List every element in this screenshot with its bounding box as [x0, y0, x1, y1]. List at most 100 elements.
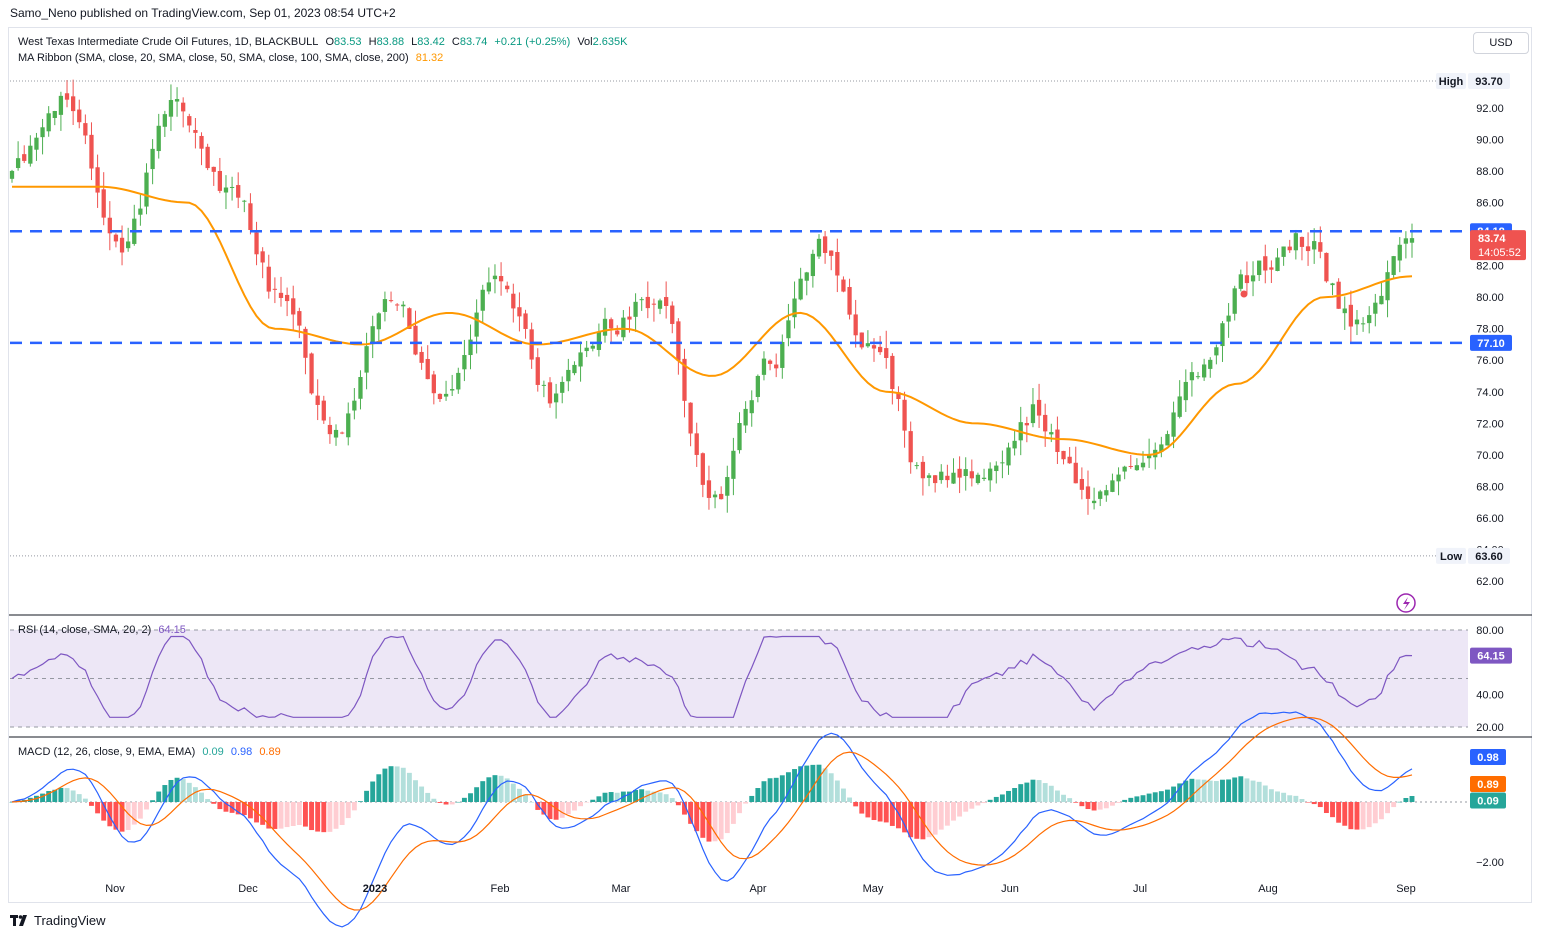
macd-histogram-bar [938, 802, 944, 830]
low-value: 63.60 [1475, 551, 1503, 563]
macd-histogram-bar [339, 802, 345, 825]
open-value: 83.53 [334, 36, 362, 48]
rsi-value: 64.15 [158, 624, 186, 636]
macd-histogram-bar [1140, 795, 1146, 802]
macd-histogram-bar [822, 768, 828, 802]
macd-histogram-bar [553, 802, 559, 820]
macd-histogram-bar [358, 801, 363, 802]
macd-histogram-bar [64, 788, 70, 802]
macd-histogram-bar [119, 802, 125, 832]
ma-legend[interactable]: MA Ribbon (SMA, close, 20, SMA, close, 5… [18, 52, 447, 64]
candle-body [1293, 233, 1298, 251]
high-value: 83.88 [376, 36, 405, 48]
macd-histogram-bar [1372, 802, 1378, 824]
macd-legend[interactable]: MACD (12, 26, close, 9, EMA, EMA) 0.09 0… [18, 746, 285, 758]
candle-body [621, 317, 626, 338]
price-tick-label: 76.00 [1476, 355, 1504, 367]
macd-histogram-bar [364, 790, 370, 802]
macd-histogram-bar [559, 802, 565, 818]
candle-body [1159, 444, 1164, 452]
price-tick-label: 70.00 [1476, 450, 1504, 462]
macd-histogram-bar [700, 802, 706, 838]
candle-body [1263, 256, 1268, 271]
macd-histogram-bar [987, 799, 993, 802]
macd-histogram-bar [1323, 802, 1329, 814]
macd-histogram-bar [1177, 783, 1183, 802]
macd-histogram-bar [761, 781, 767, 802]
rsi-legend[interactable]: RSI (14, close, SMA, 20, 2) 64.15 [18, 624, 190, 636]
macd-histogram-bar [1287, 795, 1293, 802]
candle-body [1110, 480, 1115, 492]
rsi-line [11, 635, 1413, 718]
candle-body [1312, 241, 1317, 250]
currency-button[interactable]: USD [1473, 32, 1529, 54]
time-axis-label: Jun [1001, 883, 1019, 895]
macd-histogram-bar [46, 791, 52, 802]
tradingview-logo-icon [10, 914, 27, 926]
macd-histogram-bar [535, 802, 541, 810]
candle-body [1073, 462, 1078, 484]
macd-histogram-bar [1293, 795, 1299, 802]
macd-histogram-bar [76, 794, 82, 802]
macd-histogram-bar [461, 797, 467, 802]
candle-body [1232, 288, 1237, 314]
macd-histogram-bar [1201, 779, 1207, 802]
candle-body [816, 238, 822, 257]
candle-body [297, 311, 302, 326]
candle-body [1391, 256, 1396, 275]
ma-label: MA Ribbon (SMA, close, 20, SMA, close, 5… [18, 52, 409, 64]
macd-histogram-bar [694, 802, 700, 832]
macd-histogram-bar [144, 802, 149, 810]
macd-histogram-bar [174, 777, 180, 802]
macd-histogram-bar [1403, 797, 1409, 802]
macd-histogram-bar [1146, 793, 1152, 802]
last-price-badge [1470, 230, 1526, 261]
candle-body [15, 158, 21, 169]
candle-body [254, 232, 259, 255]
price-tick-label: 62.00 [1476, 576, 1504, 588]
candle-body [602, 318, 608, 336]
candle-body [786, 320, 791, 339]
macd-histogram-bar [883, 802, 889, 823]
candle-body [890, 355, 895, 390]
macd-histogram-bar [70, 790, 76, 802]
last-price-value: 83.74 [1478, 233, 1506, 245]
candle-body [339, 432, 345, 434]
candle-body [1091, 500, 1097, 504]
macd-histogram-bar [315, 802, 321, 832]
macd-histogram-bar [400, 767, 406, 802]
candle-body [46, 113, 51, 132]
candle-body [639, 299, 644, 301]
candle-body [1043, 414, 1048, 432]
price-tick-label: 92.00 [1476, 103, 1504, 115]
candle-body [547, 382, 553, 404]
macd-histogram-bar [1250, 780, 1256, 802]
macd-histogram-bar [834, 780, 840, 802]
candle-body [951, 472, 956, 484]
macd-histogram-bar [425, 792, 431, 802]
candle-body [58, 95, 64, 115]
macd-histogram-bar [52, 789, 58, 802]
macd-histogram-bar [963, 802, 969, 812]
macd-histogram-bar [1391, 802, 1397, 808]
candle-body [926, 475, 932, 478]
candle-body [706, 480, 712, 498]
macd-histogram-bar [516, 788, 522, 802]
candle-body [1214, 347, 1219, 356]
symbol-legend[interactable]: West Texas Intermediate Crude Oil Future… [18, 36, 632, 48]
macd-hist-badge: 0.09 [1477, 796, 1498, 808]
candle-body [553, 393, 559, 403]
macd-histogram-bar [510, 783, 516, 802]
candle-body [1403, 238, 1409, 244]
candle-body [1360, 323, 1366, 325]
candle-body [1030, 404, 1036, 424]
candle-body [682, 358, 687, 401]
symbol-name: West Texas Intermediate Crude Oil Future… [18, 36, 319, 48]
lightning-icon-circle [1396, 593, 1416, 613]
footer-brand[interactable]: TradingView [10, 913, 106, 928]
macd-histogram-bar [186, 782, 192, 802]
candle-body [1085, 486, 1091, 499]
candle-body [1226, 315, 1231, 322]
candle-body [908, 431, 913, 463]
